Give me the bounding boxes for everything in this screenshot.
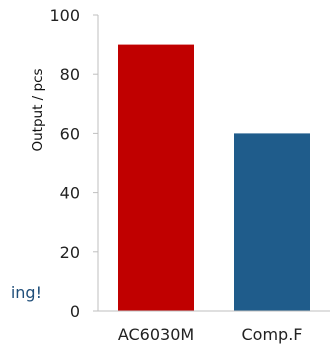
x-axis-tick-labels: AC6030M Comp.F: [118, 325, 303, 344]
x-tick-label: AC6030M: [118, 325, 194, 344]
bar-ac6030m: [118, 44, 194, 311]
bars: [118, 44, 310, 311]
y-tick-label: 20: [60, 243, 80, 262]
y-tick-label: 80: [60, 65, 80, 84]
bar-comp-f: [234, 133, 310, 311]
x-tick-label: Comp.F: [242, 325, 303, 344]
annotation-text: ing!: [10, 283, 42, 302]
y-tick-label: 100: [49, 6, 80, 25]
y-axis-tick-labels: 0 20 40 60 80 100: [49, 6, 80, 321]
y-axis-ticks: [93, 14, 98, 312]
y-tick-label: 60: [60, 124, 80, 143]
y-tick-label: 0: [70, 302, 80, 321]
y-tick-label: 40: [60, 184, 80, 203]
y-axis-title: Output / pcs: [30, 68, 46, 151]
